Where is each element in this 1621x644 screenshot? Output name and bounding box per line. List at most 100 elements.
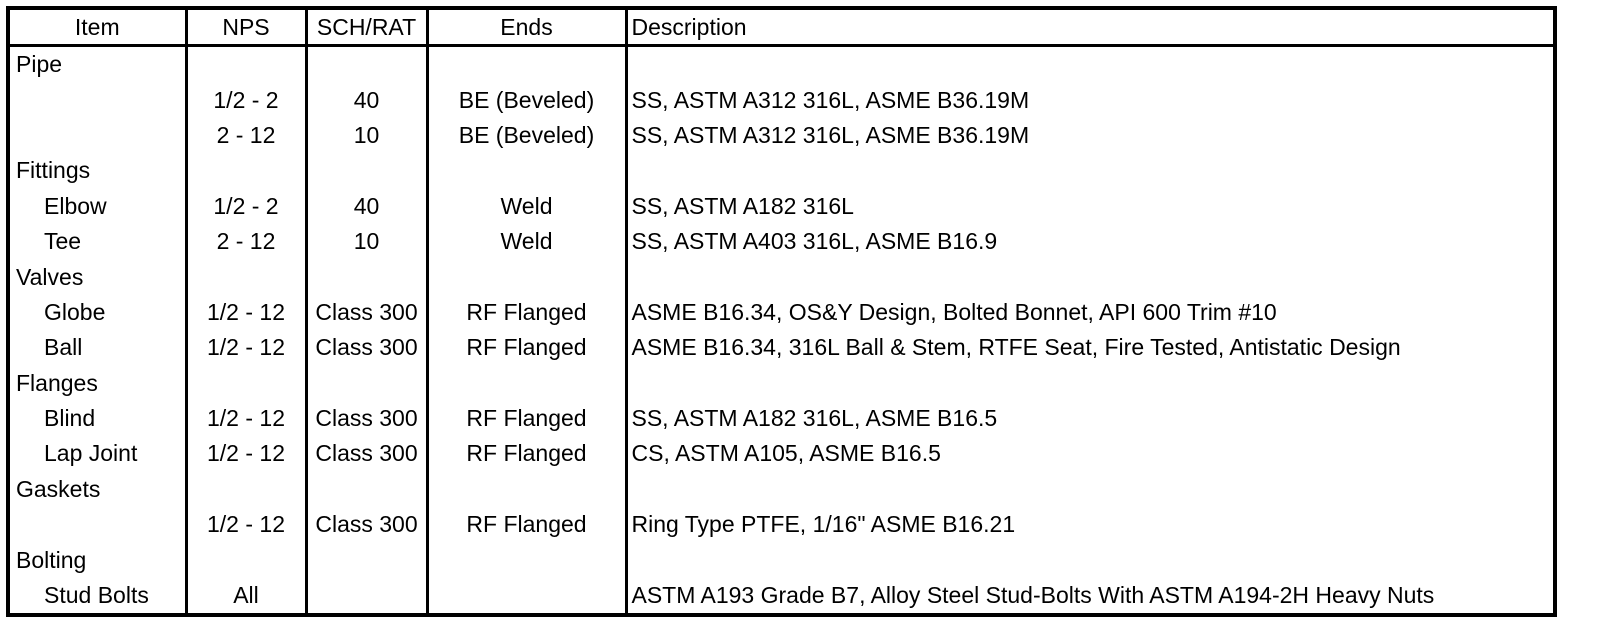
cell-item	[10, 507, 188, 543]
cell-nps: 1/2 - 2	[186, 82, 308, 118]
cell-ends: BE (Beveled)	[427, 117, 628, 154]
table-row: 1/2 - 2 40 BE (Beveled) SS, ASTM A312 316L,…	[10, 82, 1553, 118]
cell-nps: 2 - 12	[186, 117, 308, 154]
cell-ends: RF Flanged	[427, 400, 628, 437]
cell-ends	[427, 365, 628, 401]
cell-item: Bolting	[10, 542, 188, 578]
cell-description: Ring Type PTFE, 1/16" ASME B16.21	[631, 511, 1016, 538]
cell-item: Valves	[10, 259, 188, 295]
table-row: Stud Bolts All ASTM A193 Grade B7, Alloy S…	[10, 577, 1553, 614]
cell-description: CS, ASTM A105, ASME B16.5	[631, 440, 941, 467]
cell-sch-rat	[306, 542, 429, 578]
table-row: 1/2 - 12 Class 300 RF Flanged Ring Type PTF…	[10, 507, 1553, 543]
table-row: Pipe	[10, 45, 1553, 83]
header-ends: Ends	[427, 10, 628, 47]
cell-item: Globe	[10, 294, 188, 331]
header-item: Item	[10, 10, 188, 47]
cell-item: Gaskets	[10, 471, 188, 508]
cell-item: Stud Bolts	[10, 577, 188, 614]
table-row: Globe 1/2 - 12 Class 300 RF Flanged ASME B16…	[10, 294, 1553, 331]
cell-ends	[427, 259, 628, 295]
table-row: Fittings	[10, 153, 1553, 189]
cell-ends: RF Flanged	[427, 294, 628, 331]
header-description: Description	[626, 10, 1553, 47]
cell-item: Flanges	[10, 365, 188, 401]
table-row: Tee 2 - 12 10 Weld SS, ASTM A403 316L, ASME …	[10, 223, 1553, 260]
cell-ends: RF Flanged	[427, 507, 628, 543]
cell-description	[626, 366, 1553, 401]
cell-description: SS, ASTM A182 316L, ASME B16.5	[631, 405, 998, 432]
cell-sch-rat: 40	[306, 188, 429, 224]
cell-description	[626, 542, 1553, 577]
cell-nps	[186, 365, 308, 401]
piping-spec-table-frame: Item NPS SCH/RAT Ends Description Pipe 1/…	[6, 6, 1557, 617]
table-row: Ball 1/2 - 12 Class 300 RF Flanged ASME B16.…	[10, 330, 1553, 366]
cell-item: Fittings	[10, 153, 188, 189]
cell-nps: 2 - 12	[186, 223, 308, 260]
cell-sch-rat	[306, 577, 429, 614]
table-row: Bolting	[10, 542, 1553, 578]
cell-sch-rat: Class 300	[306, 400, 429, 437]
cell-description	[626, 46, 1553, 83]
cell-description	[626, 259, 1553, 294]
cell-item	[10, 82, 188, 118]
cell-description	[626, 153, 1553, 188]
cell-sch-rat: 10	[306, 117, 429, 154]
table-row: 2 - 12 10 BE (Beveled) SS, ASTM A312 316L, …	[10, 117, 1553, 154]
cell-sch-rat: Class 300	[306, 507, 429, 543]
cell-sch-rat: 10	[306, 223, 429, 260]
cell-nps: 1/2 - 12	[186, 400, 308, 437]
cell-nps: All	[186, 577, 308, 614]
cell-item: Ball	[10, 330, 188, 366]
cell-nps: 1/2 - 12	[186, 507, 308, 543]
cell-item: Blind	[10, 400, 188, 437]
cell-nps	[186, 45, 308, 83]
header-row: Item NPS SCH/RAT Ends Description	[10, 10, 1553, 47]
cell-nps: 1/2 - 2	[186, 188, 308, 224]
table-row: Elbow 1/2 - 2 40 Weld SS, ASTM A182 316L	[10, 188, 1553, 224]
piping-spec-table: Item NPS SCH/RAT Ends Description Pipe 1/…	[10, 10, 1553, 614]
cell-ends	[427, 153, 628, 189]
table-row: Gaskets	[10, 471, 1553, 508]
cell-ends: Weld	[427, 223, 628, 260]
cell-nps	[186, 153, 308, 189]
cell-description	[626, 472, 1553, 507]
cell-description: SS, ASTM A312 316L, ASME B36.19M	[631, 86, 1030, 113]
cell-ends: RF Flanged	[427, 436, 628, 472]
cell-sch-rat: Class 300	[306, 436, 429, 472]
cell-nps	[186, 259, 308, 295]
cell-description: ASME B16.34, 316L Ball & Stem, RTFE Seat…	[631, 334, 1401, 361]
table-row: Lap Joint 1/2 - 12 Class 300 RF Flanged CS, …	[10, 436, 1553, 472]
cell-ends	[427, 45, 628, 83]
cell-item: Pipe	[10, 45, 188, 83]
cell-description: ASTM A193 Grade B7, Alloy Steel Stud-Bol…	[631, 582, 1435, 609]
cell-ends: RF Flanged	[427, 330, 628, 366]
cell-description: SS, ASTM A312 316L, ASME B36.19M	[631, 121, 1030, 148]
cell-description: ASME B16.34, OS&Y Design, Bolted Bonnet,…	[631, 298, 1277, 325]
table-row: Flanges	[10, 365, 1553, 401]
cell-description: SS, ASTM A182 316L	[631, 192, 854, 219]
cell-nps: 1/2 - 12	[186, 294, 308, 331]
cell-sch-rat: Class 300	[306, 330, 429, 366]
cell-sch-rat	[306, 45, 429, 83]
cell-ends	[427, 577, 628, 614]
header-sch-rat: SCH/RAT	[306, 10, 429, 47]
cell-nps: 1/2 - 12	[186, 436, 308, 472]
cell-item: Lap Joint	[10, 436, 188, 472]
table-row: Valves	[10, 259, 1553, 295]
cell-nps	[186, 471, 308, 508]
cell-ends	[427, 542, 628, 578]
cell-nps: 1/2 - 12	[186, 330, 308, 366]
table-body: Pipe 1/2 - 2 40 BE (Beveled) SS, ASTM A312 3…	[10, 45, 1553, 614]
cell-sch-rat: Class 300	[306, 294, 429, 331]
cell-sch-rat	[306, 365, 429, 401]
cell-item: Elbow	[10, 188, 188, 224]
cell-sch-rat	[306, 153, 429, 189]
cell-ends	[427, 471, 628, 508]
cell-sch-rat: 40	[306, 82, 429, 118]
header-nps: NPS	[186, 10, 308, 47]
cell-ends: BE (Beveled)	[427, 82, 628, 118]
cell-sch-rat	[306, 259, 429, 295]
table-row: Blind 1/2 - 12 Class 300 RF Flanged SS, ASTM…	[10, 400, 1553, 437]
cell-nps	[186, 542, 308, 578]
